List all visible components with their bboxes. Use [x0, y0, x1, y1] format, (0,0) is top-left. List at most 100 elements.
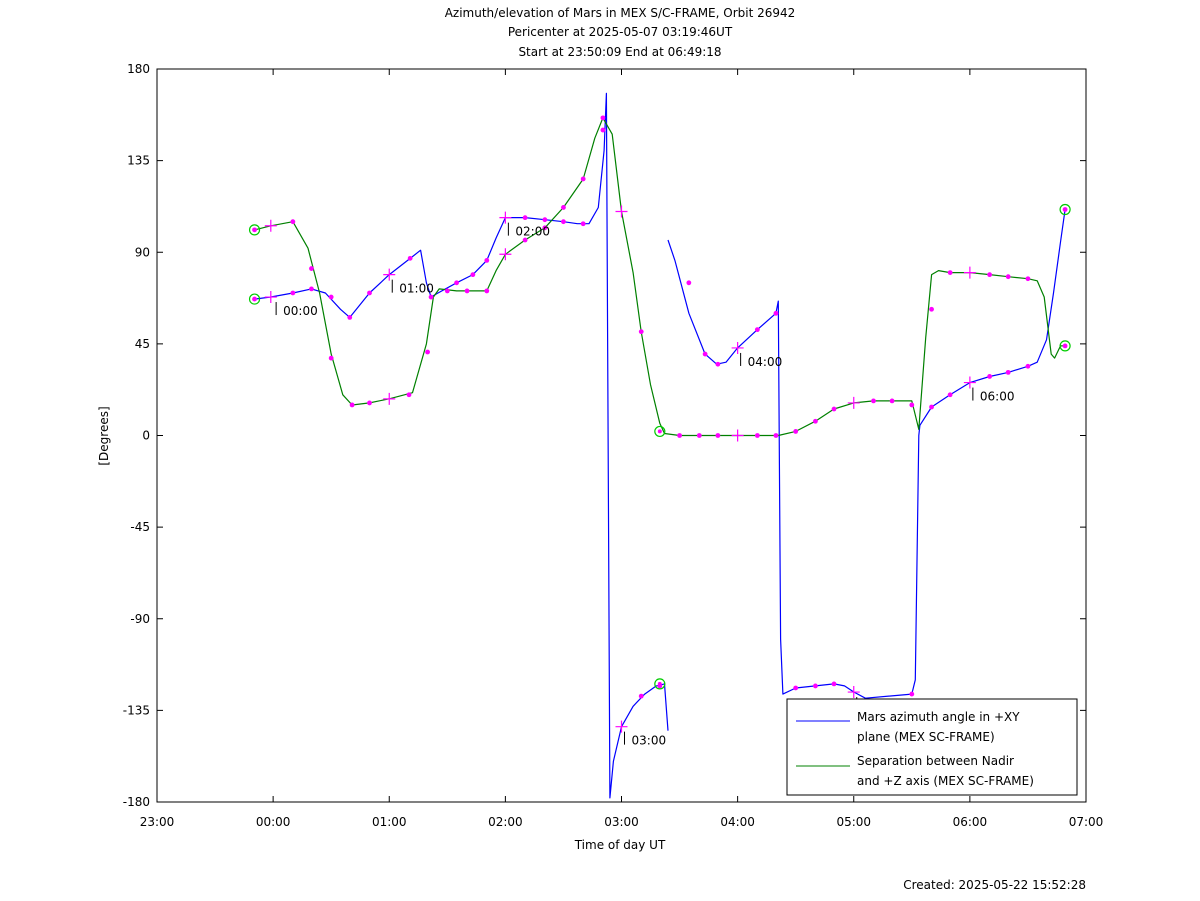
marker-endpoint-dot — [1063, 343, 1068, 348]
separation-series-line — [254, 117, 1066, 437]
marker-dot — [484, 257, 490, 263]
hour-tag: 01:00 — [391, 279, 434, 296]
marker-cross — [731, 341, 744, 354]
marker-dot — [793, 685, 799, 691]
marker-cross — [615, 205, 628, 218]
legend: Mars azimuth angle in +XY plane (MEX SC-… — [786, 698, 1078, 796]
legend-label-separation-line-1: Separation between Nadir — [857, 754, 1014, 768]
hour-tag-label: 02:00 — [515, 225, 550, 239]
hour-tag: 04:00 — [740, 352, 782, 369]
azimuth-series-line — [667, 209, 1066, 699]
legend-label-separation-line-2: and +Z axis (MEX SC-FRAME) — [857, 774, 1034, 788]
marker-dot — [561, 205, 566, 210]
marker-dot — [1025, 363, 1031, 369]
marker-cross — [383, 268, 396, 281]
marker-dot — [580, 176, 586, 182]
title-line-3: Start at 23:50:09 End at 06:49:18 — [518, 45, 721, 59]
x-tick-label: 06:00 — [953, 815, 988, 829]
marker-dot — [290, 290, 296, 296]
marker-cross — [499, 248, 512, 261]
marker-dot — [347, 315, 353, 320]
marker-dot — [677, 433, 682, 438]
hour-tag: 02:00 — [507, 222, 550, 239]
hour-tag-label: 06:00 — [980, 390, 1015, 404]
marker-dot — [444, 288, 450, 294]
x-tick-label: 03:00 — [604, 815, 639, 829]
marker-dot — [987, 374, 993, 379]
marker-dot — [309, 286, 314, 292]
y-tick-label: 90 — [135, 245, 150, 259]
marker-dot — [793, 429, 799, 434]
marker-cross — [499, 211, 512, 224]
marker-dot — [871, 398, 876, 404]
marker-endpoint-dot — [657, 429, 662, 434]
marker-layer — [248, 115, 1071, 733]
marker-dot — [309, 266, 314, 271]
marker-dot — [1005, 274, 1011, 280]
marker-dot — [522, 215, 528, 221]
marker-cross — [264, 291, 277, 304]
y-tick-label: -90 — [130, 612, 150, 626]
marker-endpoint-dot — [252, 227, 257, 232]
marker-dot — [929, 306, 934, 312]
marker-dot — [428, 294, 434, 300]
hour-tag-label: 03:00 — [632, 734, 667, 748]
created-timestamp: Created: 2025-05-22 15:52:28 — [903, 878, 1086, 892]
marker-dot — [754, 327, 760, 333]
y-tick-label: -45 — [130, 520, 150, 534]
marker-dot — [349, 402, 355, 408]
marker-cross — [963, 266, 976, 279]
y-tick-label: 45 — [135, 337, 150, 351]
title-line-1: Azimuth/elevation of Mars in MEX S/C-FRA… — [445, 6, 796, 20]
marker-dot — [464, 288, 470, 294]
marker-cross — [963, 376, 976, 389]
marker-dot — [773, 310, 779, 316]
marker-endpoint-ring — [248, 293, 261, 305]
hour-tag-label: 00:00 — [283, 304, 318, 318]
y-tick-label: 180 — [127, 62, 150, 76]
x-tick-label: 02:00 — [488, 815, 523, 829]
title-block: Azimuth/elevation of Mars in MEX S/C-FRA… — [445, 6, 796, 59]
marker-dot — [425, 349, 430, 355]
hour-tag: 03:00 — [624, 731, 667, 748]
marker-dot — [909, 402, 915, 408]
marker-dot — [600, 127, 606, 133]
marker-dot — [696, 433, 702, 438]
marker-dot — [407, 255, 413, 261]
marker-dot — [909, 691, 915, 697]
y-tick-label: 0 — [142, 429, 150, 443]
x-axis-label: Time of day UT — [574, 838, 666, 852]
marker-dot — [290, 219, 296, 225]
marker-dot — [561, 219, 566, 225]
marker-endpoint-ring — [654, 678, 666, 690]
marker-dot — [328, 294, 334, 300]
marker-dot — [580, 221, 586, 227]
marker-dot — [831, 406, 837, 412]
marker-endpoint-dot — [657, 681, 662, 686]
marker-dot — [715, 361, 721, 367]
marker-cross — [731, 429, 744, 442]
marker-dot — [367, 400, 372, 406]
hour-tag: 00:00 — [275, 302, 318, 318]
marker-dot — [522, 237, 528, 243]
marker-endpoint-dot — [1063, 207, 1068, 212]
marker-dot — [715, 433, 721, 438]
marker-dot — [367, 290, 372, 296]
marker-endpoint-dot — [252, 297, 257, 302]
x-tick-label: 04:00 — [720, 815, 755, 829]
marker-dot — [813, 418, 818, 424]
marker-dot — [702, 351, 708, 357]
marker-cross — [847, 396, 860, 409]
marker-endpoint-ring — [1059, 203, 1071, 216]
marker-dot — [542, 225, 548, 231]
hour-tag: 06:00 — [972, 387, 1015, 404]
series-layer — [254, 92, 1066, 799]
legend-label-azimuth-line-2: plane (MEX SC-FRAME) — [857, 730, 995, 744]
x-tick-label: 07:00 — [1069, 815, 1104, 829]
y-axis-label: [Degrees] — [97, 406, 111, 465]
y-tick-label: -180 — [123, 795, 150, 809]
marker-dot — [929, 404, 934, 410]
marker-dot — [1025, 276, 1031, 282]
